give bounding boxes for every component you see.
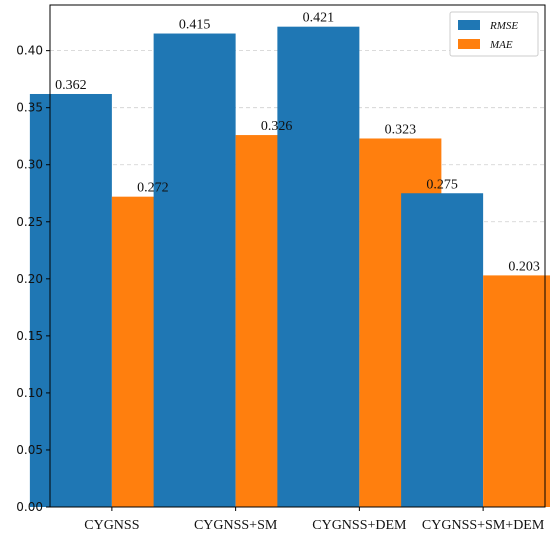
- bar-rmse-0: [29, 93, 112, 507]
- y-tick-label: 0.05: [16, 443, 43, 457]
- bar-rmse-1: [153, 33, 236, 507]
- y-tick-label: 0.00: [16, 500, 43, 514]
- data-label-rmse-1: 0.415: [179, 18, 211, 33]
- data-label-rmse-3: 0.275: [426, 177, 458, 192]
- plot-frame: [49, 4, 546, 508]
- bars: [29, 26, 550, 507]
- y-tick-label: 0.30: [16, 158, 43, 172]
- data-label-mae-1: 0.326: [261, 119, 293, 134]
- bar-rmse-2: [277, 26, 360, 507]
- x-axis: CYGNSS CYGNSS+SM CYGNSS+DEM CYGNSS+SM+DEM: [84, 507, 545, 533]
- data-label-mae-0: 0.272: [137, 181, 169, 196]
- y-tick-label: 0.35: [16, 101, 43, 115]
- data-label-mae-3: 0.203: [508, 259, 540, 274]
- y-tick-label: 0.15: [16, 329, 43, 343]
- data-label-rmse-2: 0.421: [303, 11, 335, 26]
- data-labels: 0.362 0.272 0.415 0.326 0.421 0.323 0.275 0.203: [55, 11, 540, 275]
- category-label: CYGNSS+SM+DEM: [422, 518, 545, 533]
- bar-rmse-3: [401, 193, 484, 507]
- y-tick-label: 0.25: [16, 215, 43, 229]
- legend-label-mae: MAE: [489, 39, 513, 51]
- legend: RMSE MAE: [449, 11, 539, 57]
- data-label-rmse-0: 0.362: [55, 78, 87, 93]
- legend-swatch-mae: [458, 39, 480, 49]
- y-tick-label: 0.10: [16, 386, 43, 400]
- y-tick-label: 0.40: [16, 44, 43, 58]
- category-label: CYGNSS+SM: [194, 518, 278, 533]
- data-label-mae-2: 0.323: [385, 122, 417, 137]
- y-tick-label: 0.20: [16, 272, 43, 286]
- bar-mae-3: [483, 275, 550, 507]
- legend-swatch-rmse: [458, 20, 480, 30]
- legend-label-rmse: RMSE: [489, 20, 518, 32]
- y-axis: 0.00 0.05 0.10 0.15 0.20 0.25 0.30 0.35 0.40: [16, 44, 50, 514]
- category-label: CYGNSS: [84, 518, 139, 533]
- category-label: CYGNSS+DEM: [312, 518, 407, 533]
